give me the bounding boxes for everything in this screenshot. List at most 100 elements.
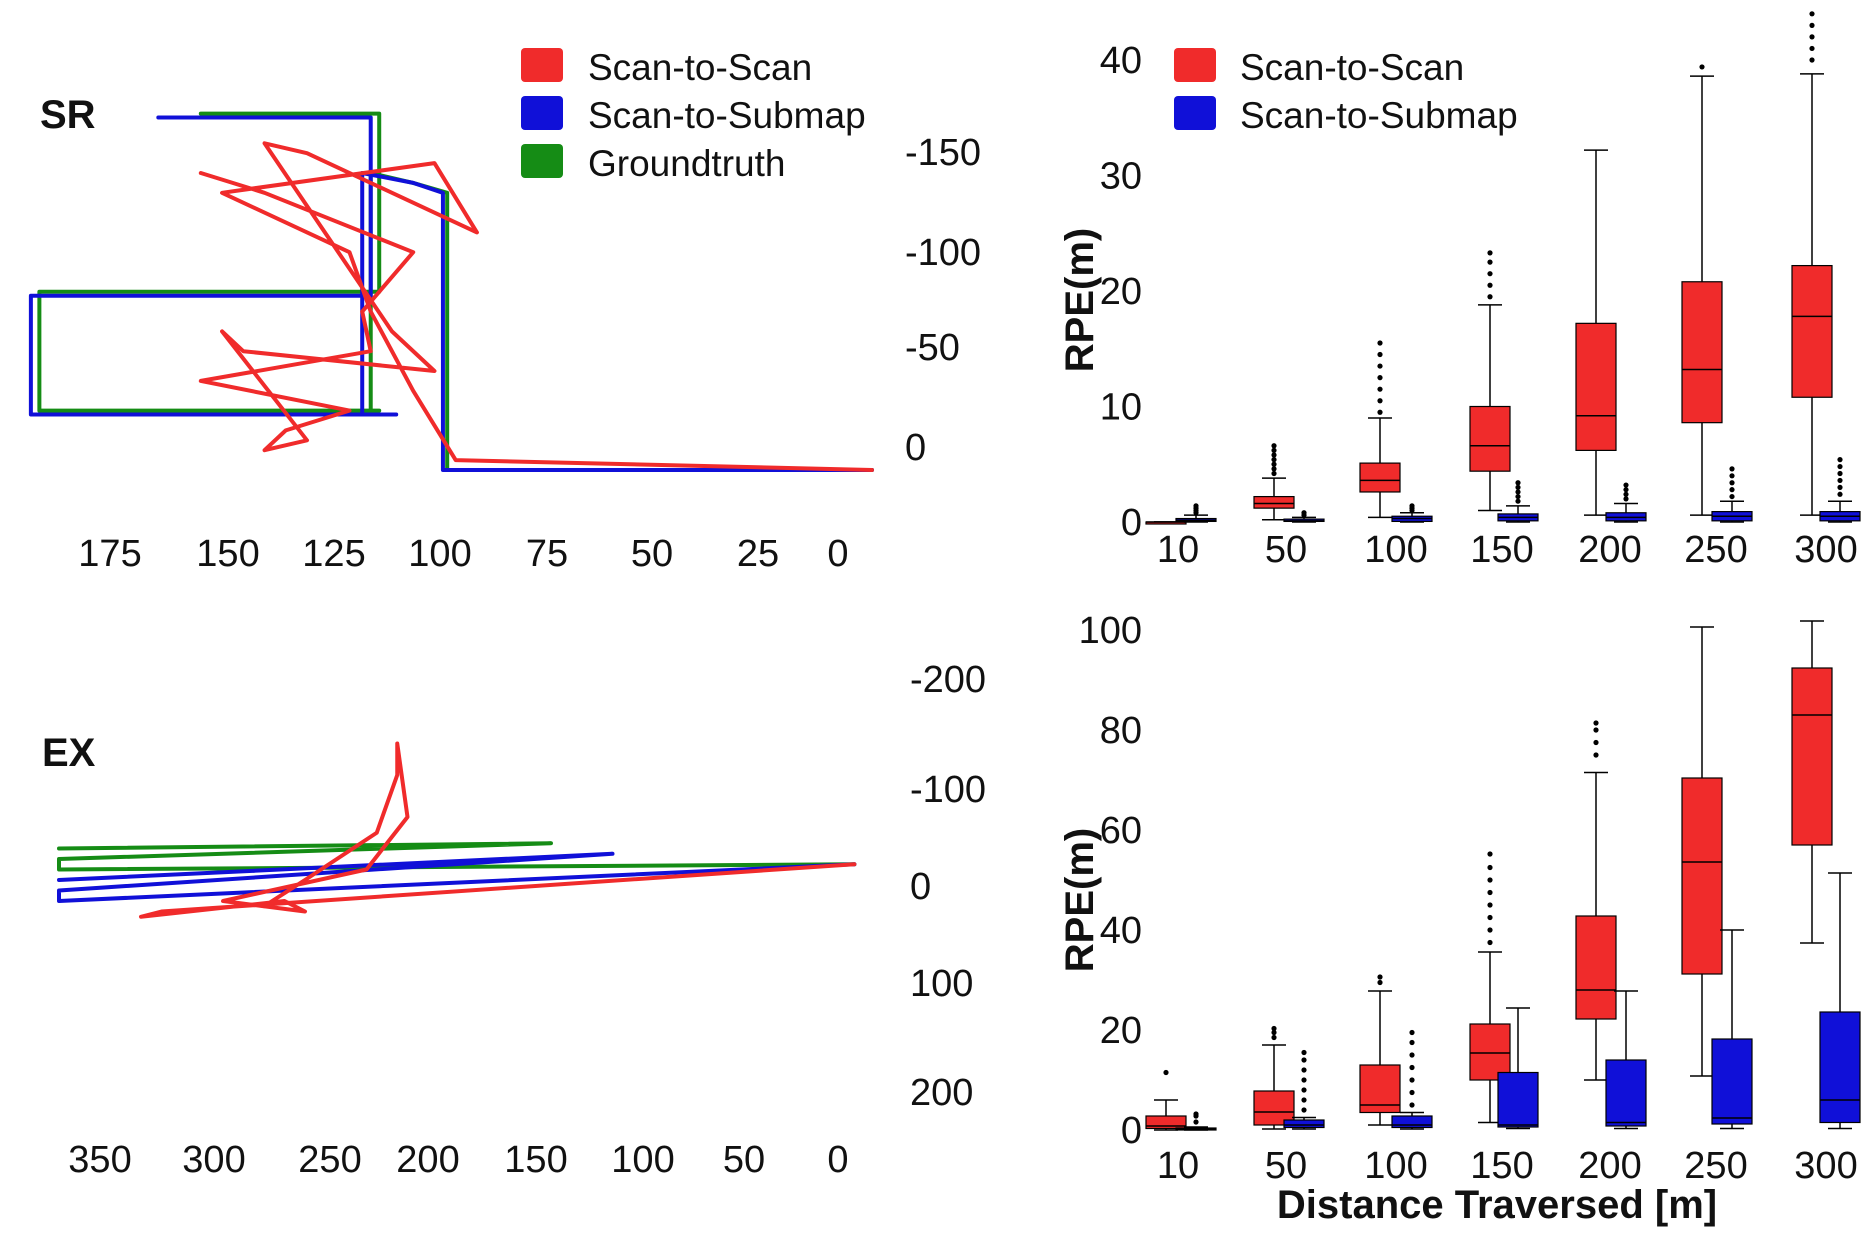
box-outlier bbox=[1377, 974, 1383, 980]
box-outlier bbox=[1487, 282, 1493, 288]
panel-label-ex: EX bbox=[42, 731, 96, 775]
box-outlier bbox=[1515, 493, 1521, 500]
box-outlier bbox=[1271, 447, 1277, 453]
box-outlier bbox=[1487, 939, 1493, 946]
box-outlier bbox=[1837, 484, 1843, 490]
trajectory-legend: Scan-to-Scan Scan-to-Submap Groundtruth bbox=[521, 47, 866, 184]
y-tick-label: 0 bbox=[1121, 1110, 1142, 1152]
y-tick-label: 80 bbox=[1100, 710, 1142, 752]
box-outlier bbox=[1271, 1029, 1277, 1036]
y-tick-label: -100 bbox=[905, 232, 981, 274]
x-tick-label: 25 bbox=[737, 533, 779, 575]
y-tick-label: -100 bbox=[910, 769, 986, 811]
box-outlier bbox=[1515, 484, 1521, 490]
box-scan-to-submap bbox=[1819, 1011, 1861, 1124]
x-tick-label: 100 bbox=[1364, 529, 1427, 571]
y-tick-label: -150 bbox=[905, 132, 981, 174]
x-tick-label: 50 bbox=[1265, 529, 1307, 571]
box-scan-to-scan bbox=[1253, 495, 1295, 509]
box-outlier bbox=[1377, 351, 1383, 358]
box-outlier bbox=[1271, 457, 1277, 463]
box-outlier bbox=[1163, 1069, 1169, 1076]
box-outlier bbox=[1409, 1029, 1415, 1036]
x-tick-label: 300 bbox=[182, 1139, 245, 1181]
legend-label-box-scan-to-scan: Scan-to-Scan bbox=[1240, 47, 1464, 88]
box-outlier bbox=[1623, 496, 1629, 502]
box-outlier bbox=[1515, 489, 1521, 495]
x-tick-label: 250 bbox=[1684, 1145, 1747, 1187]
box-outlier bbox=[1301, 1107, 1307, 1113]
box-outlier bbox=[1301, 1097, 1307, 1103]
box-outlier bbox=[1487, 877, 1493, 883]
boxplot-xlabel: Distance Traversed [m] bbox=[1277, 1183, 1717, 1227]
box-outlier bbox=[1837, 457, 1843, 463]
x-tick-label: 250 bbox=[1684, 529, 1747, 571]
box-outlier bbox=[1409, 503, 1415, 509]
box-outlier bbox=[1837, 470, 1843, 477]
legend-swatch-box-scan-to-submap bbox=[1174, 96, 1216, 130]
box-outlier bbox=[1409, 1064, 1415, 1071]
box-outlier bbox=[1809, 11, 1815, 17]
boxplot-legend: Scan-to-Scan Scan-to-Submap bbox=[1174, 47, 1518, 136]
box-outlier bbox=[1515, 498, 1521, 504]
box-outlier bbox=[1729, 466, 1735, 472]
box-outlier bbox=[1301, 1067, 1307, 1073]
y-tick-label: 40 bbox=[1100, 40, 1142, 82]
box-outlier bbox=[1377, 409, 1383, 415]
y-tick-label: -50 bbox=[905, 327, 960, 369]
x-tick-label: 300 bbox=[1794, 1145, 1857, 1187]
box-scan-to-scan bbox=[1791, 667, 1833, 846]
legend-swatch-box-scan-to-scan bbox=[1174, 48, 1216, 82]
x-tick-label: 100 bbox=[1364, 1145, 1427, 1187]
box-outlier bbox=[1409, 1052, 1415, 1058]
x-tick-label: 100 bbox=[408, 533, 471, 575]
legend-swatch-scan-to-scan bbox=[521, 48, 563, 82]
box-outlier bbox=[1409, 1089, 1415, 1096]
box-scan-to-scan bbox=[1575, 322, 1617, 451]
box-outlier bbox=[1515, 480, 1521, 486]
box-outlier bbox=[1623, 482, 1629, 488]
x-tick-label: 50 bbox=[631, 533, 673, 575]
box-outlier bbox=[1487, 851, 1493, 857]
box-outlier bbox=[1729, 493, 1735, 500]
x-tick-label: 0 bbox=[827, 1139, 848, 1181]
x-tick-label: 0 bbox=[827, 533, 848, 575]
box-outlier bbox=[1271, 1025, 1277, 1032]
x-tick-label: 150 bbox=[1470, 1145, 1533, 1187]
box-outlier bbox=[1193, 503, 1199, 509]
box-scan-to-scan bbox=[1681, 777, 1723, 975]
box-outlier bbox=[1193, 1119, 1199, 1125]
y-tick-label: 100 bbox=[1079, 610, 1142, 652]
y-tick-label: -200 bbox=[910, 659, 986, 701]
box-outlier bbox=[1593, 739, 1599, 746]
y-tick-label: 0 bbox=[910, 866, 931, 908]
box-outlier bbox=[1377, 375, 1383, 381]
box-outlier bbox=[1377, 386, 1383, 392]
y-tick-label: 0 bbox=[905, 427, 926, 469]
x-tick-label: 75 bbox=[526, 533, 568, 575]
box-outlier bbox=[1487, 294, 1493, 300]
box-outlier bbox=[1409, 1102, 1415, 1108]
y-tick-label: 30 bbox=[1100, 156, 1142, 198]
box-outlier bbox=[1487, 927, 1493, 933]
boxplot-top-ylabel: RPE(m) bbox=[1058, 228, 1102, 372]
y-tick-label: 20 bbox=[1100, 271, 1142, 313]
box-outlier bbox=[1271, 452, 1277, 458]
box-outlier bbox=[1593, 727, 1599, 733]
box-scan-to-scan bbox=[1359, 462, 1401, 493]
box-scan-to-scan bbox=[1575, 915, 1617, 1020]
x-tick-label: 125 bbox=[302, 533, 365, 575]
legend-label-box-scan-to-submap: Scan-to-Submap bbox=[1240, 95, 1518, 136]
x-tick-label: 10 bbox=[1157, 1145, 1199, 1187]
y-tick-label: 10 bbox=[1100, 387, 1142, 429]
box-scan-to-submap bbox=[1283, 1119, 1325, 1129]
legend-swatch-groundtruth bbox=[521, 144, 563, 178]
y-tick-label: 100 bbox=[910, 963, 973, 1005]
x-tick-label: 200 bbox=[1578, 1145, 1641, 1187]
x-tick-label: 350 bbox=[68, 1139, 131, 1181]
box-scan-to-scan bbox=[1469, 1023, 1511, 1081]
y-tick-label: 0 bbox=[1121, 502, 1142, 544]
